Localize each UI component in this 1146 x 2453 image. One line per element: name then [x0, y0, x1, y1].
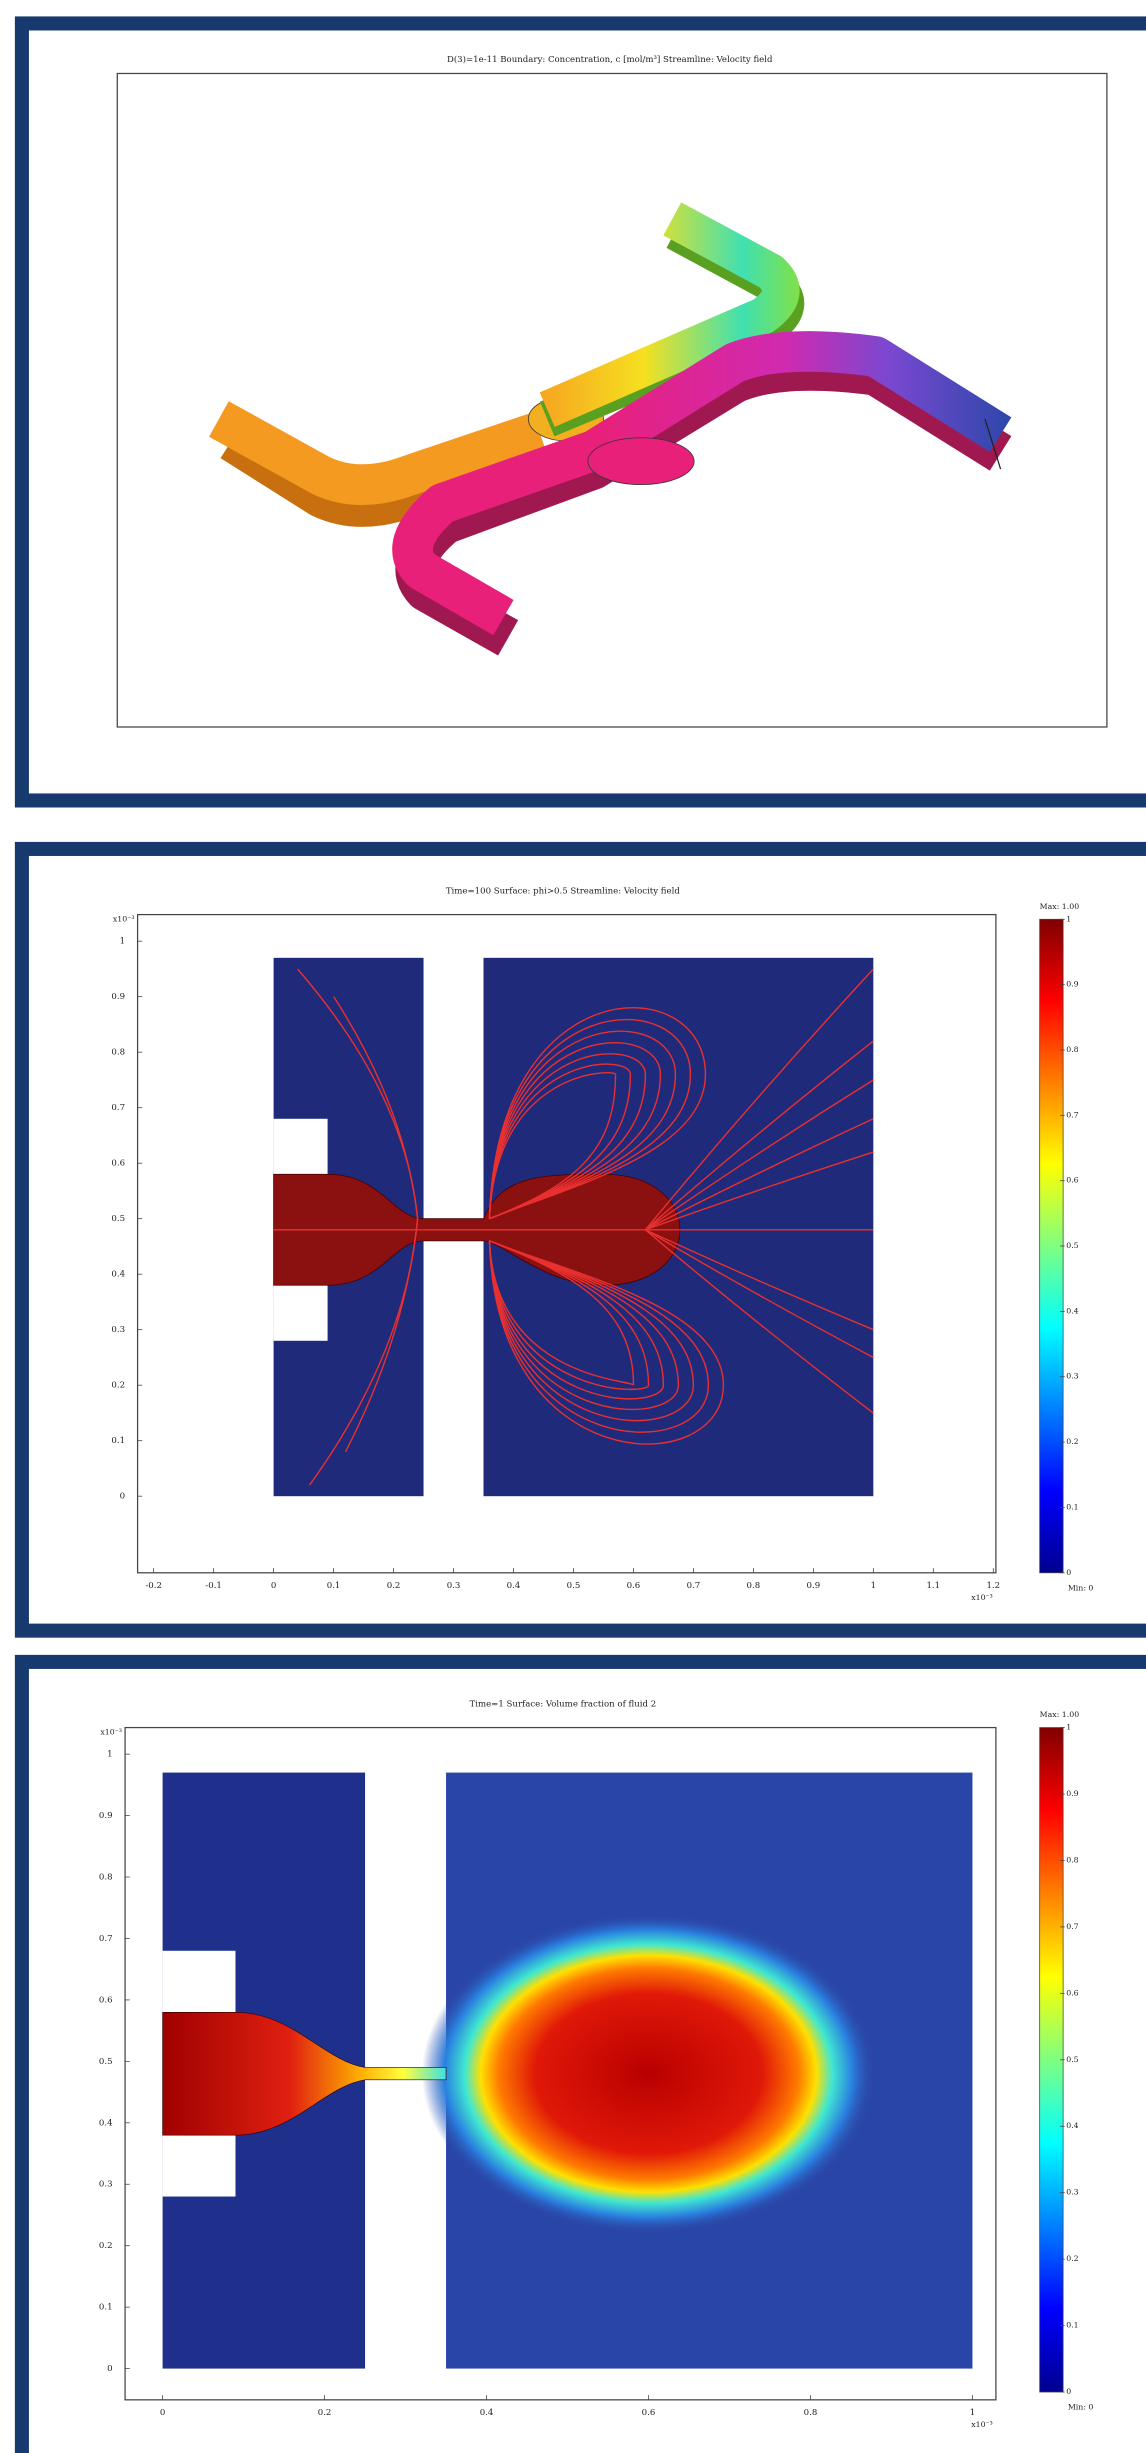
x-tick-label: -0.1	[205, 1581, 222, 1591]
panel-title: D(3)=1e-11 Boundary: Concentration, c [m…	[447, 54, 773, 65]
colorbar-label: 0.4	[1066, 1306, 1078, 1315]
x-exponent: x10⁻³	[971, 1593, 993, 1602]
colorbar-min: Min: 0	[1068, 2403, 1094, 2412]
y-tick-label: 0.7	[99, 1934, 113, 1944]
y-exponent: x10⁻³	[100, 1727, 122, 1736]
colorbar-label: 0	[1066, 2387, 1071, 2396]
y-tick-label: 0.3	[111, 1325, 125, 1335]
chamber	[588, 438, 694, 485]
colorbar-max: Max: 1.00	[1040, 902, 1080, 911]
colorbar-label: 0.3	[1066, 2188, 1078, 2197]
droplet	[422, 1914, 876, 2233]
y-tick-label: 0.2	[111, 1381, 125, 1391]
colorbar	[1040, 919, 1063, 1573]
colorbar-label: 0.5	[1066, 1241, 1078, 1250]
y-tick-label: 0.6	[99, 1995, 113, 2005]
y-tick-label: 1	[120, 937, 125, 947]
colorbar-label: 0.7	[1066, 1922, 1078, 1931]
x-tick-label: 0	[160, 2408, 165, 2418]
y-tick-label: 0.2	[99, 2241, 113, 2251]
x-tick-label: 0.4	[507, 1581, 521, 1591]
colorbar-label: 0.1	[1066, 1502, 1078, 1511]
figure: D(3)=1e-11 Boundary: Concentration, c [m…	[0, 0, 1146, 2453]
x-tick-label: 0.2	[318, 2408, 332, 2418]
x-tick-label: 1	[970, 2408, 975, 2418]
y-tick-label: 0	[120, 1492, 125, 1502]
colorbar-label: 1	[1066, 1723, 1071, 1732]
x-tick-label: 0.3	[447, 1581, 461, 1591]
x-tick-label: 0.8	[747, 1581, 761, 1591]
x-tick-label: 1.2	[986, 1581, 1000, 1591]
colorbar	[1040, 1728, 1063, 2392]
y-tick-label: 0	[107, 2364, 112, 2374]
y-tick-label: 1	[107, 1750, 112, 1760]
y-tick-label: 0.6	[111, 1159, 125, 1169]
x-tick-label: 0.2	[387, 1581, 401, 1591]
y-tick-label: 0.5	[111, 1214, 125, 1224]
x-tick-label: 0.6	[642, 2408, 656, 2418]
colorbar-label: 0.3	[1066, 1372, 1078, 1381]
x-tick-label: 0.8	[804, 2408, 818, 2418]
y-tick-label: 0.5	[99, 2057, 113, 2067]
colorbar-label: 0.9	[1066, 980, 1078, 989]
x-tick-label: 0.5	[567, 1581, 581, 1591]
colorbar-label: 0.7	[1066, 1110, 1078, 1119]
colorbar-label: 0	[1066, 1568, 1071, 1577]
y-tick-label: 0.4	[99, 2118, 113, 2128]
y-exponent: x10⁻³	[113, 914, 135, 923]
page: {"panels":[ {"title":"D(3)=1e-11 Boundar…	[0, 0, 1146, 2453]
colorbar-label: 0.2	[1066, 1437, 1078, 1446]
x-exponent: x10⁻³	[971, 2420, 993, 2429]
x-tick-label: 0.7	[687, 1581, 701, 1591]
y-tick-label: 0.1	[99, 2303, 113, 2313]
y-tick-label: 0.3	[99, 2180, 113, 2190]
colorbar-label: 0.6	[1066, 1176, 1078, 1185]
y-tick-label: 0.7	[111, 1103, 125, 1113]
x-tick-label: 1	[871, 1581, 876, 1591]
y-tick-label: 0.9	[99, 1811, 113, 1821]
panel-title: Time=100 Surface: phi>0.5 Streamline: Ve…	[446, 887, 681, 897]
colorbar-label: 1	[1066, 914, 1071, 923]
x-tick-label: 1.1	[926, 1581, 940, 1591]
colorbar-label: 0.6	[1066, 1988, 1078, 1997]
y-tick-label: 0.4	[111, 1270, 125, 1280]
panel-title: Time=1 Surface: Volume fraction of fluid…	[470, 1700, 657, 1710]
x-tick-label: 0.6	[627, 1581, 641, 1591]
x-tick-label: -0.2	[145, 1581, 162, 1591]
colorbar-label: 0.9	[1066, 1789, 1078, 1798]
colorbar-label: 0.5	[1066, 2055, 1078, 2064]
colorbar-label: 0.8	[1066, 1045, 1078, 1054]
y-tick-label: 0.8	[111, 1048, 125, 1058]
x-tick-label: 0.9	[807, 1581, 821, 1591]
y-tick-label: 0.1	[111, 1436, 125, 1446]
colorbar-label: 0.1	[1066, 2321, 1078, 2330]
colorbar-label: 0.4	[1066, 2121, 1078, 2130]
x-tick-label: 0.4	[480, 2408, 494, 2418]
x-tick-label: 0	[271, 1581, 276, 1591]
x-tick-label: 0.1	[327, 1581, 341, 1591]
y-tick-label: 0.8	[99, 1873, 113, 1883]
colorbar-label: 0.2	[1066, 2254, 1078, 2263]
colorbar-min: Min: 0	[1068, 1583, 1094, 1592]
y-tick-label: 0.9	[111, 992, 125, 1002]
colorbar-label: 0.8	[1066, 1855, 1078, 1864]
colorbar-max: Max: 1.00	[1040, 1710, 1080, 1719]
